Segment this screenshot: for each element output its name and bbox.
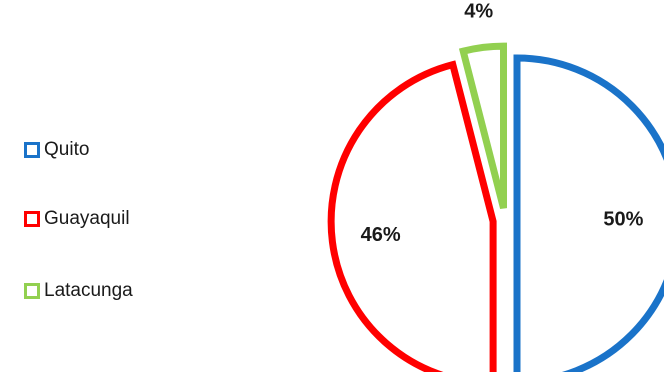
legend-swatch-quito [24, 142, 40, 158]
legend-swatch-guayaquil [24, 211, 40, 227]
legend-label: Quito [44, 139, 90, 160]
legend-label: Guayaquil [44, 208, 130, 229]
slice-label-guayaquil: 46% [361, 224, 401, 246]
slice-label-quito: 50% [603, 208, 643, 230]
legend-item-latacunga: Latacunga [24, 280, 133, 302]
legend-item-guayaquil: Guayaquil [24, 208, 130, 230]
legend-item-quito: Quito [24, 139, 89, 161]
pie-slice-guayaquil [327, 60, 497, 372]
pie-slice-quito [513, 54, 664, 372]
slice-label-latacunga: 4% [464, 0, 493, 22]
pie-slice-latacunga [458, 42, 507, 209]
slice-labels: 50% 46% 4% [361, 0, 644, 246]
legend-label: Latacunga [44, 280, 133, 301]
pie-slices [327, 42, 664, 372]
legend-swatch-latacunga [24, 283, 40, 299]
